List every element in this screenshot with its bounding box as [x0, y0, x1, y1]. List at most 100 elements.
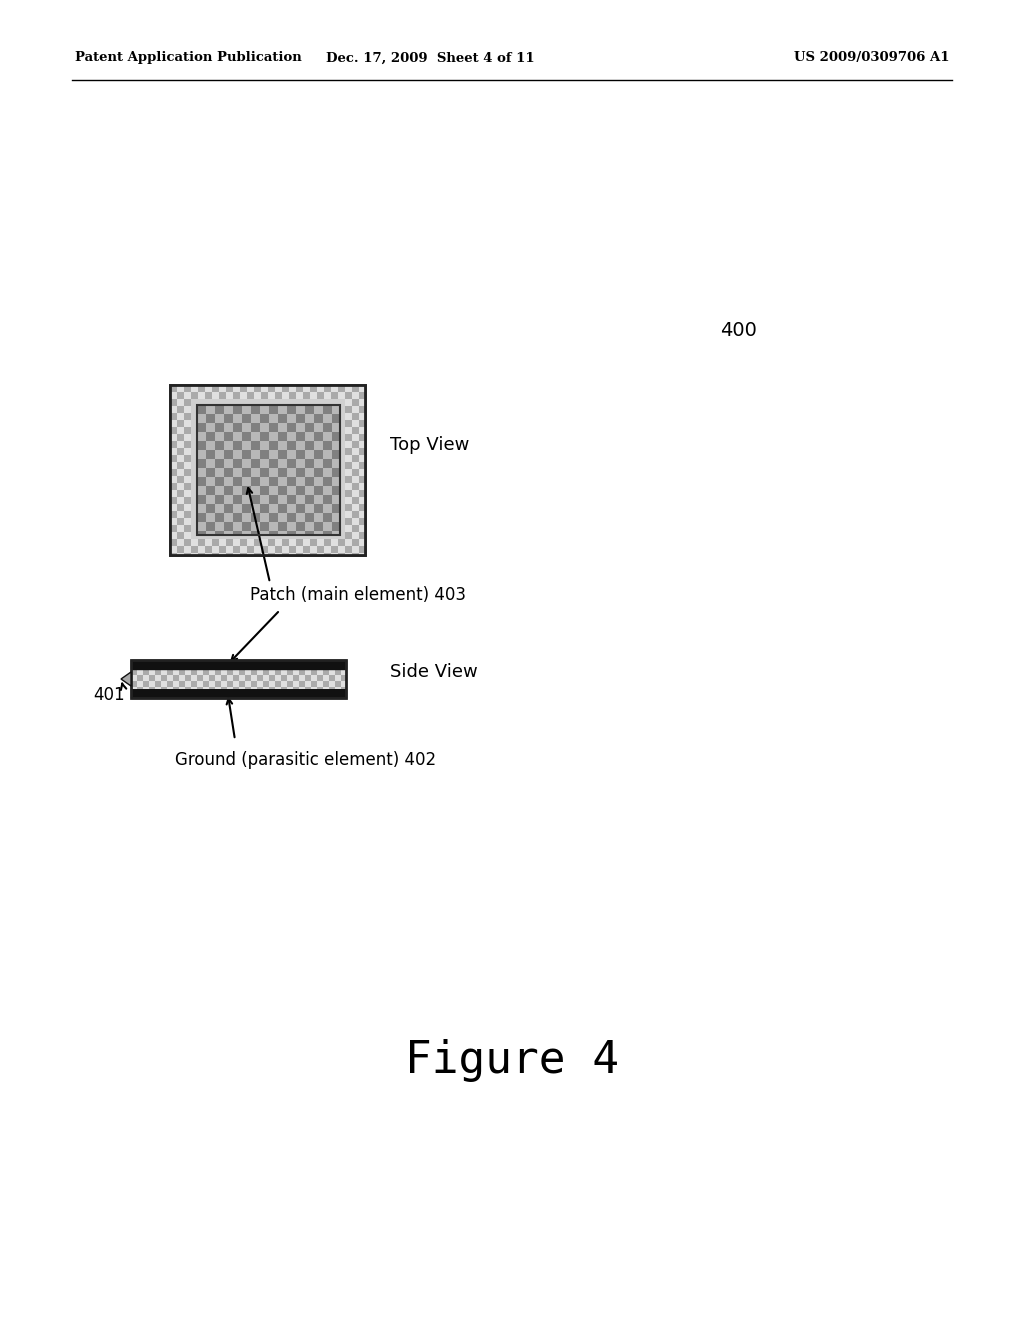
- Bar: [143, 669, 150, 675]
- Bar: [242, 459, 251, 469]
- Bar: [170, 490, 177, 498]
- Bar: [287, 450, 296, 459]
- Text: Ground (parasitic element) 402: Ground (parasitic element) 402: [175, 751, 436, 770]
- Bar: [293, 675, 299, 681]
- Bar: [197, 414, 206, 422]
- Bar: [305, 531, 314, 535]
- Bar: [305, 432, 314, 441]
- Bar: [227, 681, 233, 686]
- Bar: [305, 669, 311, 675]
- Bar: [131, 675, 137, 681]
- Bar: [305, 469, 314, 477]
- Bar: [359, 392, 365, 399]
- Bar: [269, 504, 278, 513]
- Bar: [233, 539, 240, 546]
- Bar: [170, 447, 177, 455]
- Bar: [329, 681, 335, 686]
- Bar: [299, 669, 305, 675]
- Bar: [209, 675, 215, 681]
- Bar: [282, 553, 289, 554]
- Bar: [212, 539, 219, 546]
- Bar: [329, 669, 335, 675]
- Bar: [205, 539, 212, 546]
- Bar: [359, 469, 365, 477]
- Bar: [245, 681, 251, 686]
- Bar: [335, 681, 341, 686]
- Bar: [317, 681, 323, 686]
- Bar: [281, 669, 287, 675]
- Bar: [219, 392, 226, 399]
- Bar: [269, 486, 278, 495]
- Bar: [278, 414, 287, 422]
- Bar: [150, 675, 155, 681]
- Bar: [184, 455, 191, 462]
- Bar: [269, 669, 275, 675]
- Bar: [167, 686, 173, 689]
- Bar: [224, 459, 233, 469]
- Bar: [170, 498, 177, 504]
- Bar: [293, 681, 299, 686]
- Bar: [206, 486, 215, 495]
- Bar: [206, 469, 215, 477]
- Bar: [345, 498, 352, 504]
- Bar: [287, 469, 296, 477]
- Bar: [352, 469, 359, 477]
- Bar: [197, 686, 203, 689]
- Bar: [170, 434, 177, 441]
- Bar: [323, 681, 329, 686]
- Bar: [150, 669, 155, 675]
- Bar: [197, 495, 206, 504]
- Bar: [170, 441, 177, 447]
- Bar: [305, 414, 314, 422]
- Bar: [177, 407, 184, 413]
- Bar: [331, 553, 338, 554]
- Bar: [170, 385, 177, 392]
- Bar: [177, 413, 184, 420]
- Bar: [310, 539, 317, 546]
- Bar: [240, 385, 247, 392]
- Bar: [314, 450, 323, 459]
- Bar: [305, 477, 314, 486]
- Bar: [219, 553, 226, 554]
- Bar: [131, 660, 346, 669]
- Bar: [184, 434, 191, 441]
- Bar: [311, 686, 317, 689]
- Bar: [177, 477, 184, 483]
- Bar: [269, 521, 278, 531]
- Bar: [289, 553, 296, 554]
- Bar: [359, 498, 365, 504]
- Bar: [275, 392, 282, 399]
- Text: 401: 401: [93, 686, 125, 704]
- Bar: [227, 686, 233, 689]
- Bar: [260, 459, 269, 469]
- Bar: [197, 450, 206, 459]
- Bar: [352, 483, 359, 490]
- Bar: [352, 399, 359, 407]
- Bar: [184, 447, 191, 455]
- Bar: [203, 669, 209, 675]
- Bar: [170, 469, 177, 477]
- Bar: [215, 521, 224, 531]
- Bar: [209, 681, 215, 686]
- Bar: [287, 422, 296, 432]
- Bar: [233, 477, 242, 486]
- Bar: [184, 546, 191, 553]
- Bar: [352, 413, 359, 420]
- Bar: [137, 681, 143, 686]
- Bar: [278, 504, 287, 513]
- Bar: [184, 490, 191, 498]
- Bar: [345, 413, 352, 420]
- Bar: [332, 432, 340, 441]
- Bar: [197, 441, 206, 450]
- Bar: [332, 486, 340, 495]
- Bar: [197, 469, 206, 477]
- Bar: [314, 441, 323, 450]
- Bar: [278, 432, 287, 441]
- Bar: [317, 553, 324, 554]
- Bar: [268, 546, 275, 553]
- Bar: [317, 675, 323, 681]
- Bar: [303, 385, 310, 392]
- Bar: [287, 495, 296, 504]
- Bar: [233, 392, 240, 399]
- Bar: [269, 432, 278, 441]
